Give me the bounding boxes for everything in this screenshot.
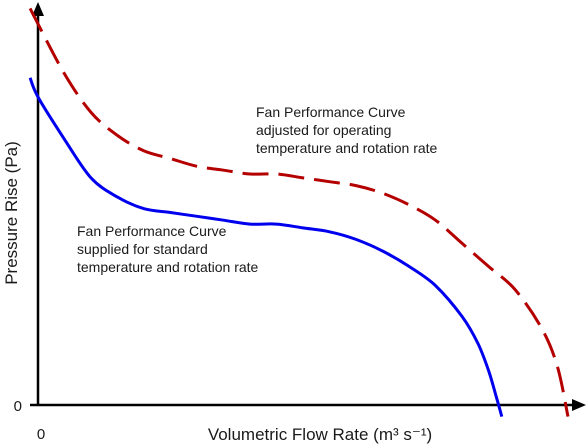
- y-tick-label: 0: [14, 398, 22, 415]
- x-axis-title: Volumetric Flow Rate (m³ s⁻¹): [208, 425, 432, 444]
- annotation-adjusted-line-1: Fan Performance Curve: [256, 104, 406, 120]
- annotation-adjusted-line-2: adjusted for operating: [256, 122, 391, 138]
- annotation-standard-line-3: temperature and rotation rate: [77, 259, 259, 275]
- series-line-adjusted: [28, 7, 570, 417]
- annotation-standard-line-2: supplied for standard: [77, 241, 208, 257]
- annotation-standard-line-1: Fan Performance Curve: [77, 223, 227, 239]
- series-layer: [28, 7, 570, 417]
- y-axis-title: Pressure Rise (Pa): [2, 141, 21, 285]
- y-axis-arrow-icon: [32, 2, 44, 16]
- annotation-adjusted-line-3: temperature and rotation rate: [256, 140, 438, 156]
- x-axis-arrow-icon: [572, 399, 586, 411]
- series-line-standard: [28, 77, 504, 417]
- x-tick-label: 0: [37, 426, 45, 443]
